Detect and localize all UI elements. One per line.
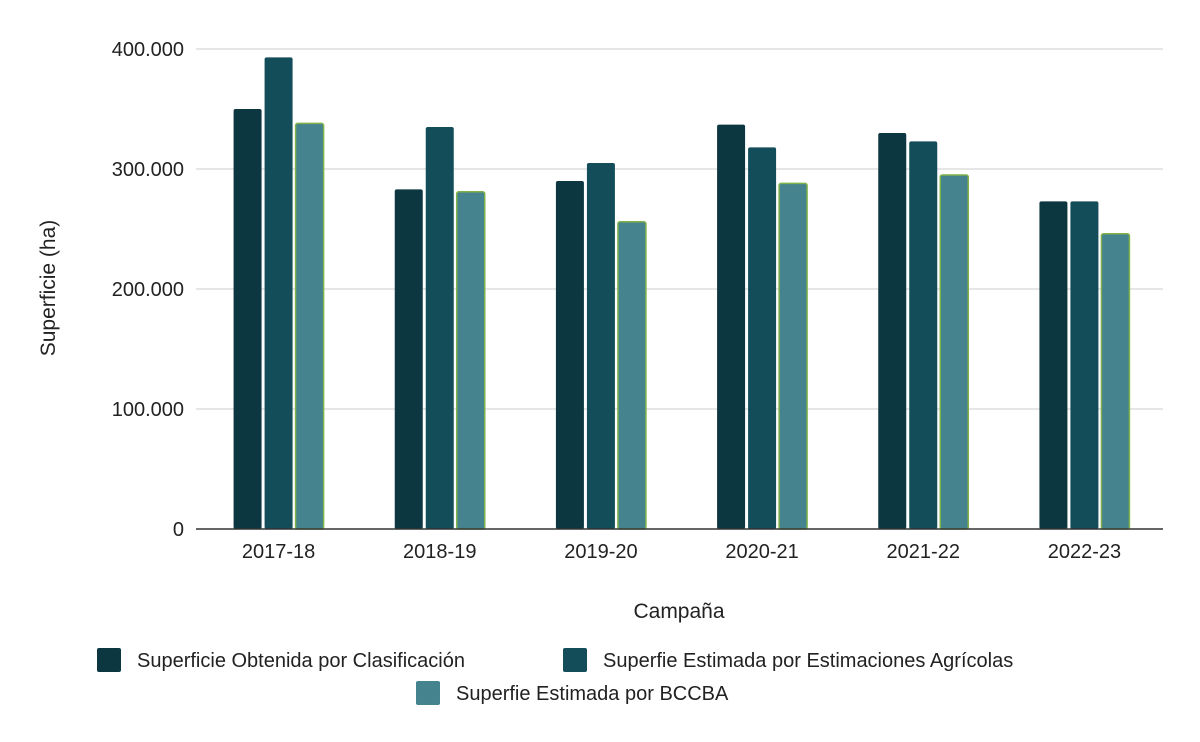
legend: Superficie Obtenida por Clasificación Sup… [97,648,1013,705]
bar [1100,233,1131,530]
x-tick-label: 2017-18 [242,541,315,563]
bar [456,191,486,530]
bar [1039,201,1068,529]
x-axis-ticks: 2017-18 2018-19 2019-20 2020-21 2021-22 2022-… [242,541,1121,563]
bar [778,182,808,530]
legend-label: Superficie Obtenida por Clasificación [137,650,465,672]
bar [425,127,454,529]
bar [394,189,423,529]
bar [586,163,615,529]
legend-swatch [416,681,440,705]
bar [748,147,777,529]
legend-swatch [563,648,587,672]
x-axis-title: Campaña [633,600,724,623]
x-tick-label: 2022-23 [1048,541,1121,563]
x-tick-label: 2018-19 [403,541,476,563]
bars [233,57,1131,530]
grid-lines [196,48,1163,410]
y-tick-label: 0 [173,519,184,541]
bar [909,141,938,529]
x-tick-label: 2021-22 [887,541,960,563]
bar [294,122,325,530]
bar [617,221,647,530]
y-tick-label: 100.000 [112,399,184,421]
legend-swatch [97,648,121,672]
x-tick-label: 2019-20 [564,541,637,563]
y-axis-ticks: 0 100.000 200.000 300.000 400.000 [112,39,184,541]
bar [233,109,262,529]
bar [1070,201,1099,529]
y-axis-title: Superficie (ha) [37,220,60,357]
x-tick-label: 2020-21 [725,541,798,563]
y-tick-label: 400.000 [112,39,184,61]
bar [939,174,969,530]
y-tick-label: 300.000 [112,159,184,181]
bar [878,133,907,529]
bar [264,57,293,530]
bar [555,181,584,529]
legend-label: Superfie Estimada por BCCBA [456,683,729,705]
y-tick-label: 200.000 [112,279,184,301]
bar [717,124,746,529]
legend-label: Superfie Estimada por Estimaciones Agríc… [603,650,1013,672]
